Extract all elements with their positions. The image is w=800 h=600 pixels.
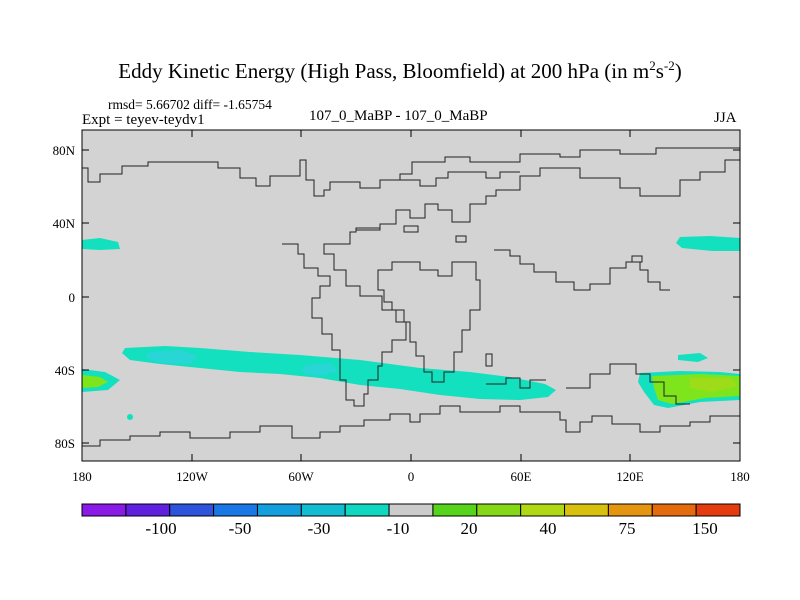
coast-madagascar	[485, 353, 493, 367]
x-tick-label: 180	[72, 469, 92, 484]
colorbar-box	[256, 503, 302, 517]
y-tick-label: 40N	[53, 216, 76, 231]
x-tick-label: 120E	[616, 469, 644, 484]
colorbar-box	[564, 503, 609, 517]
y-axis-labels: 80N 40N 0 40S 80S	[53, 143, 76, 451]
colorbar-box	[607, 503, 653, 517]
coast-north	[82, 147, 740, 197]
colorbar-label: 75	[619, 519, 636, 538]
colorbar-box	[695, 503, 741, 517]
y-tick-label: 0	[69, 290, 76, 305]
y-tick-label: 80S	[55, 436, 75, 451]
teal-blob-east	[678, 353, 708, 362]
colorbar-label: -100	[145, 519, 176, 538]
coast-asia-south	[494, 249, 670, 291]
y-tick-label: 40S	[55, 363, 75, 378]
teal-patch-north-east	[676, 236, 740, 251]
teal-patch-north-west	[82, 238, 120, 250]
plot-title: Eddy Kinetic Energy (High Pass, Bloomfie…	[118, 58, 682, 83]
x-tick-label: 60E	[511, 469, 532, 484]
colorbar-box	[344, 503, 390, 517]
season-label: JJA	[714, 110, 737, 126]
teal-dot	[127, 414, 133, 420]
x-tick-label: 120W	[176, 469, 209, 484]
y-tick-label: 80N	[53, 143, 76, 158]
x-tick-label: 180	[730, 469, 750, 484]
colorbar	[81, 503, 741, 517]
coast-greenland	[388, 171, 520, 187]
colorbar-box	[125, 503, 171, 517]
tick-marks	[81, 130, 741, 461]
colorbar-box	[213, 503, 258, 517]
subtitle: 107_0_MaBP - 107_0_MaBP	[309, 108, 488, 124]
colorbar-label: 150	[692, 519, 718, 538]
x-tick-label: 0	[408, 469, 415, 484]
colorbar-box	[476, 503, 522, 517]
x-axis-labels: 180 120W 60W 0 60E 120E 180	[72, 469, 750, 484]
coast-americas	[282, 227, 407, 407]
colorbar-box	[520, 503, 566, 517]
colorbar-label: 20	[461, 519, 478, 538]
colorbar-box	[81, 503, 127, 517]
colorbar-labels: -100 -50 -30 -10 20 40 75 150	[145, 519, 717, 538]
map-background	[82, 130, 740, 461]
colorbar-label: 40	[540, 519, 557, 538]
colorbar-label: -30	[308, 519, 331, 538]
experiment-label: Expt = teyev-teydv1	[82, 112, 205, 128]
colorbar-box	[651, 503, 697, 517]
green-patch-west-edge	[82, 375, 108, 388]
teal-core-2	[302, 363, 338, 376]
coast-africa	[377, 261, 481, 383]
colorbar-label: -50	[229, 519, 252, 538]
green-yellow-core	[690, 378, 738, 392]
colorbar-box	[169, 503, 215, 517]
coast-small-islands	[455, 235, 643, 263]
coast-small-north	[403, 225, 419, 233]
coast-antarctica	[82, 405, 740, 447]
rmsd-diff-stats: rmsd= 5.66702 diff= -1.65754	[108, 97, 272, 112]
coast-eurasia	[356, 159, 740, 231]
colorbar-box	[432, 503, 478, 517]
colorbar-box	[388, 503, 434, 517]
coastlines	[82, 147, 740, 447]
teal-core-1	[146, 350, 198, 364]
coast-australia	[566, 363, 690, 405]
anomaly-fields	[82, 236, 740, 420]
x-tick-label: 60W	[288, 469, 314, 484]
colorbar-box	[300, 503, 346, 517]
colorbar-label: -10	[387, 519, 410, 538]
teal-band-southern	[122, 346, 556, 400]
coast-asia-islands	[486, 377, 546, 389]
